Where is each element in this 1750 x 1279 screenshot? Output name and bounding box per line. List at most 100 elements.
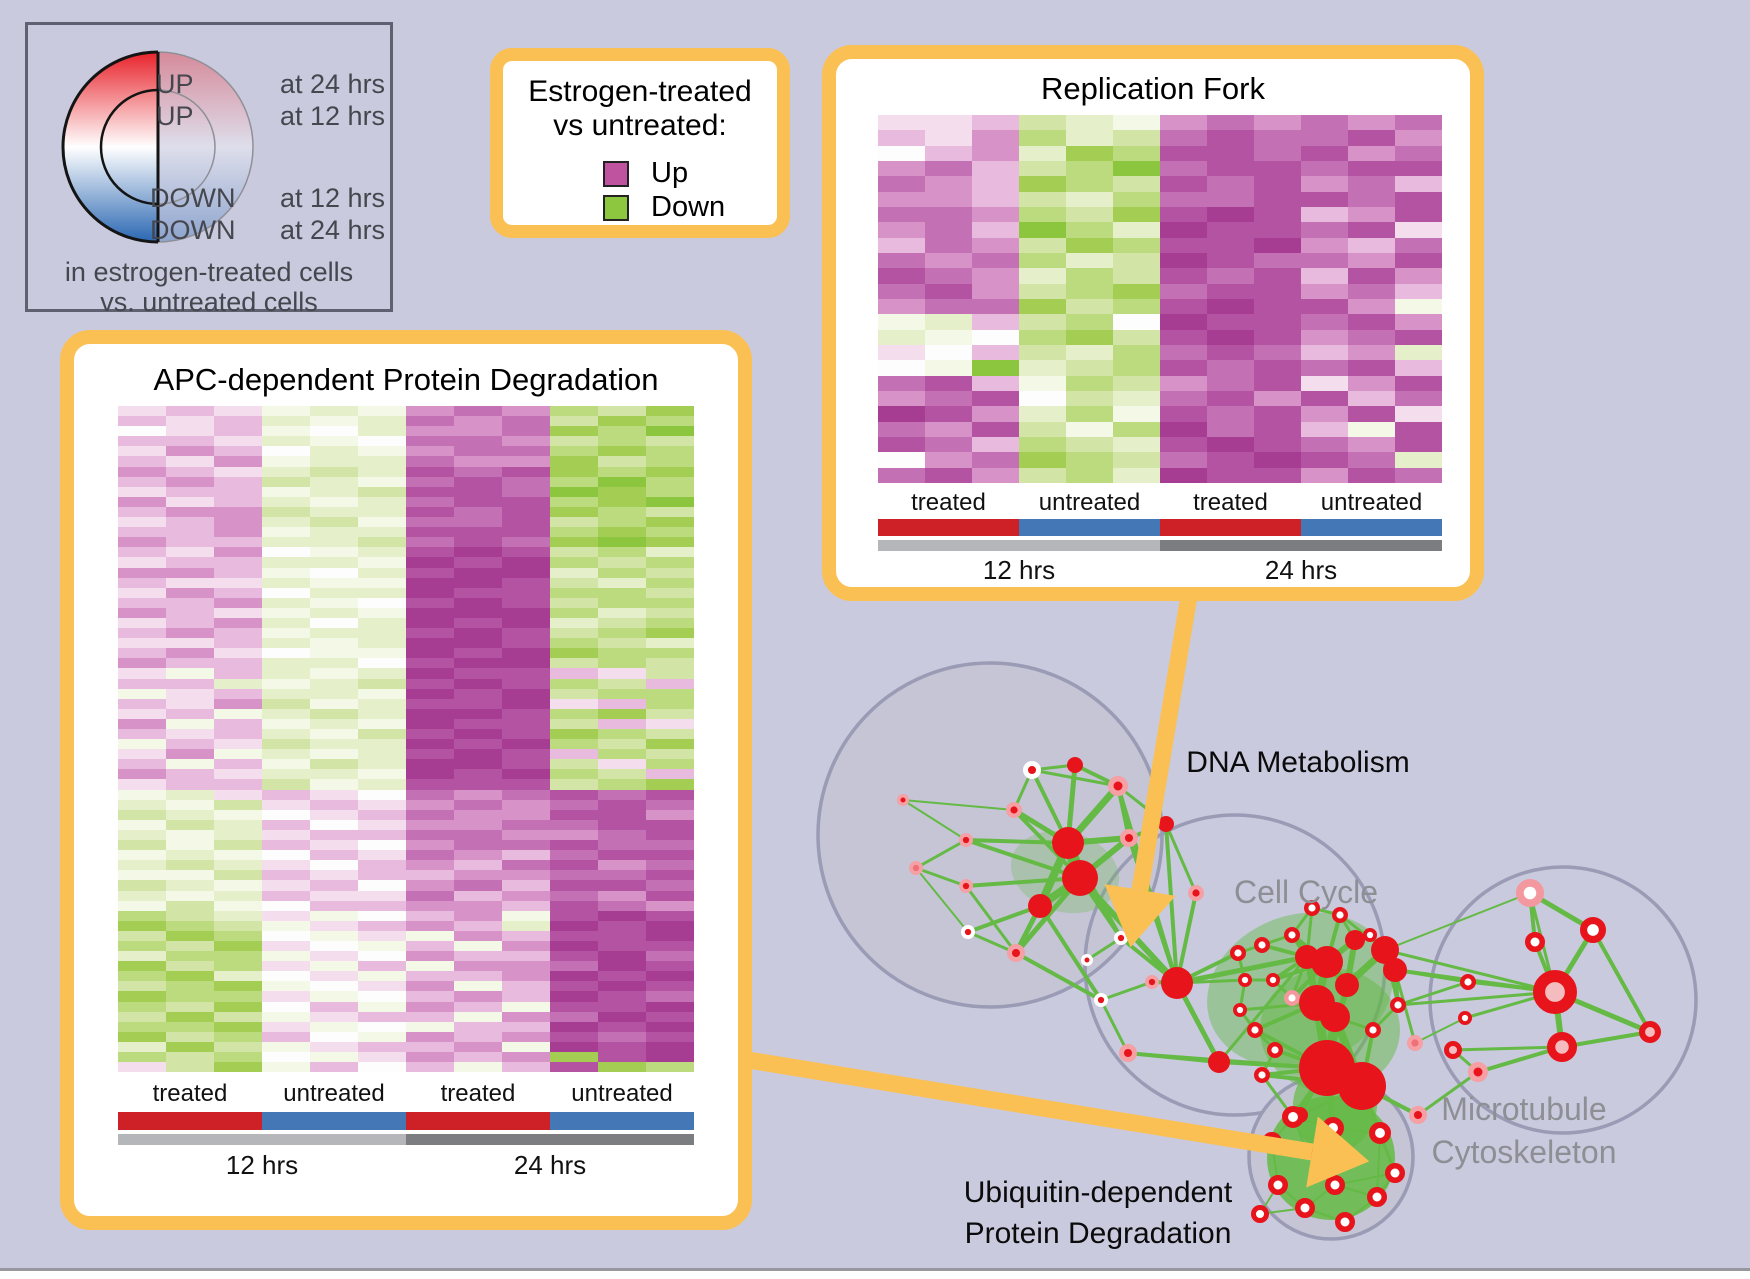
apc-heatmap bbox=[118, 406, 694, 1073]
gene-node bbox=[1311, 946, 1343, 978]
gene-node bbox=[1268, 1175, 1288, 1195]
legend-down-inner: DOWN bbox=[150, 183, 236, 213]
heatmap-row bbox=[118, 951, 694, 962]
gene-node bbox=[1233, 1002, 1248, 1017]
network-edge bbox=[1397, 990, 1556, 1007]
gene-node bbox=[1389, 997, 1406, 1014]
heatmap-row bbox=[878, 252, 1442, 269]
heatmap-row bbox=[118, 537, 694, 548]
gene-node bbox=[1468, 1062, 1488, 1082]
heatmap-row bbox=[118, 587, 694, 598]
heatmap-row bbox=[118, 668, 694, 679]
legend-up-outer-time: at 24 hrs bbox=[280, 69, 386, 99]
gene-node bbox=[1303, 900, 1320, 917]
heatmap-row bbox=[878, 206, 1442, 223]
heatmap-row bbox=[118, 607, 694, 618]
heatmap-row bbox=[118, 718, 694, 729]
legend-item-up: Up bbox=[603, 157, 688, 190]
legend-up-inner-time: at 12 hrs bbox=[280, 101, 386, 131]
heatmap-row bbox=[878, 406, 1442, 422]
gene-node bbox=[1006, 802, 1023, 819]
gene-node bbox=[1331, 907, 1348, 924]
heatmap-row bbox=[118, 759, 694, 770]
gene-node bbox=[1406, 1034, 1423, 1051]
group-label: treated bbox=[440, 1080, 516, 1107]
group-label: untreated bbox=[283, 1080, 385, 1107]
heatmap-row bbox=[118, 688, 694, 699]
gene-node bbox=[1052, 827, 1084, 859]
group-label: untreated bbox=[1320, 489, 1423, 516]
group-label: treated bbox=[152, 1080, 228, 1107]
gene-node bbox=[1579, 917, 1606, 944]
gene-node bbox=[1371, 936, 1399, 964]
untreated-bar bbox=[1019, 519, 1160, 536]
heatmap-row bbox=[878, 436, 1442, 453]
treated-bar bbox=[878, 519, 1019, 536]
heatmap-row bbox=[878, 237, 1442, 253]
heatmap-row bbox=[878, 314, 1442, 330]
replication-fork-panel: Replication Fork treated untreated treated… bbox=[822, 45, 1484, 601]
network-edge bbox=[965, 838, 1069, 845]
heatmap-row bbox=[118, 678, 694, 689]
cluster-label: DNA Metabolism bbox=[1186, 746, 1409, 779]
legend-up-inner: UP bbox=[156, 101, 194, 131]
heatmap-row bbox=[118, 789, 694, 800]
heatmap-row bbox=[118, 890, 694, 901]
network-edge bbox=[902, 799, 967, 841]
gene-node bbox=[1253, 937, 1270, 954]
time-label: 24 hrs bbox=[513, 1150, 587, 1180]
legend-caption-line2: vs. untreated cells bbox=[100, 287, 318, 317]
network-edge bbox=[1417, 1070, 1479, 1117]
heatmap-row bbox=[878, 467, 1442, 483]
heatmap-row bbox=[118, 1031, 694, 1042]
network-edge bbox=[1066, 842, 1123, 939]
gene-node bbox=[960, 924, 975, 939]
cluster-label: Ubiquitin-dependent bbox=[964, 1176, 1233, 1209]
heatmap-row bbox=[118, 961, 694, 972]
cluster-label: Cytoskeleton bbox=[1432, 1134, 1617, 1170]
heatmap-row bbox=[118, 446, 694, 457]
gene-node bbox=[1320, 1002, 1350, 1032]
network-edge bbox=[964, 885, 1018, 954]
gene-node bbox=[1266, 1041, 1283, 1058]
heatmap-row bbox=[118, 1041, 694, 1052]
heatmap-row bbox=[118, 729, 694, 740]
heatmap-row bbox=[118, 920, 694, 931]
updown-legend-title-line2: vs untreated: bbox=[553, 109, 727, 142]
heatmap-row bbox=[118, 486, 694, 497]
cluster-circle bbox=[816, 661, 1164, 1009]
untreated-bar bbox=[1301, 519, 1442, 536]
heatmap-row bbox=[118, 617, 694, 629]
network-edge bbox=[1164, 823, 1179, 984]
gene-node bbox=[1145, 974, 1160, 989]
group-label: untreated bbox=[1038, 489, 1141, 516]
cluster-circle bbox=[1428, 865, 1698, 1135]
node-ring-glyph bbox=[61, 50, 254, 244]
network-edge bbox=[1384, 948, 1556, 994]
gene-node bbox=[1282, 1106, 1305, 1129]
heatmap-row bbox=[118, 547, 694, 558]
replication-heatmap bbox=[878, 115, 1442, 483]
heatmap-row bbox=[118, 840, 694, 851]
gene-node bbox=[1459, 974, 1476, 991]
network-edge bbox=[1384, 892, 1531, 951]
heatmap-row bbox=[118, 527, 694, 538]
gene-node bbox=[1364, 1021, 1381, 1038]
gene-node bbox=[1187, 885, 1204, 902]
heatmap-row bbox=[118, 819, 694, 830]
gene-node bbox=[1345, 930, 1365, 950]
gene-node bbox=[1081, 954, 1093, 966]
treated-bar bbox=[118, 1112, 262, 1130]
gene-node bbox=[958, 832, 973, 847]
network-edge bbox=[967, 904, 1041, 934]
heatmap-row bbox=[118, 900, 694, 911]
gene-node bbox=[1383, 958, 1407, 982]
heatmap-row bbox=[878, 160, 1442, 177]
heatmap-row bbox=[118, 1062, 694, 1073]
heatmap-row bbox=[878, 452, 1442, 468]
replication-time-labels: 12 hrs 24 hrs bbox=[878, 555, 1442, 586]
heatmap-row bbox=[118, 436, 694, 447]
network-edge bbox=[1397, 980, 1469, 1007]
updown-color-legend: Estrogen-treated vs untreated: Up Down bbox=[490, 48, 790, 238]
